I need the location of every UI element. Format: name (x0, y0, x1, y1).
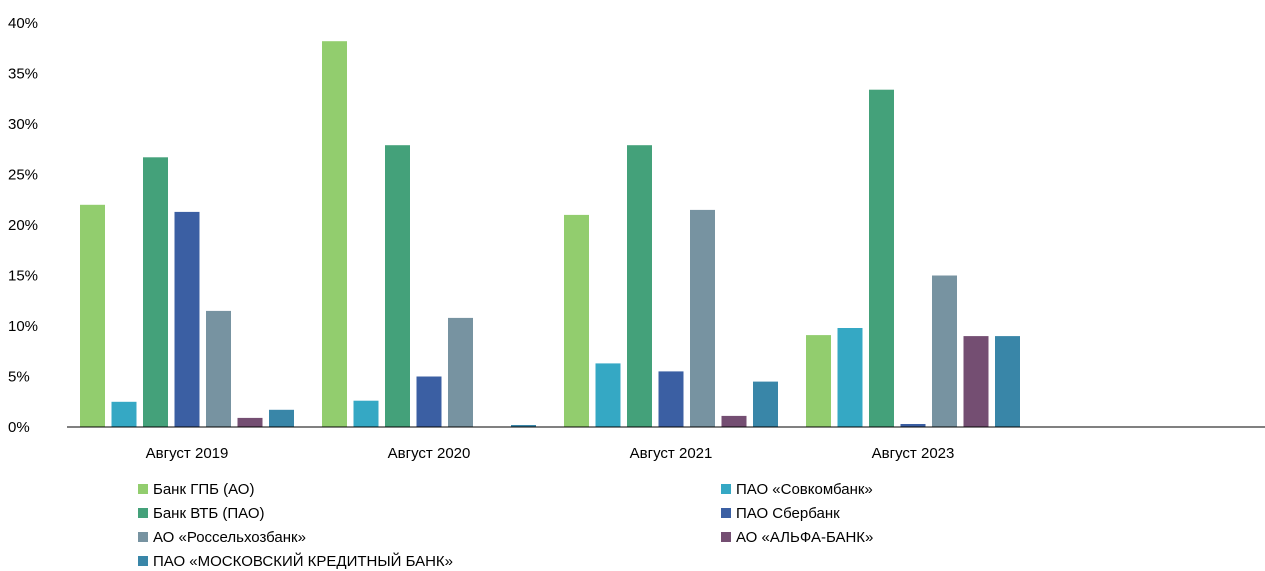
x-tick-label: Август 2019 (146, 445, 229, 462)
y-tick-label: 15% (8, 268, 38, 285)
bar (995, 336, 1020, 427)
bar (448, 317, 473, 427)
bar (385, 145, 410, 427)
legend-item: Банк ВТБ (ПАО) (138, 505, 265, 522)
bar (511, 425, 536, 427)
bar (595, 363, 621, 427)
legend-item: ПАО «МОСКОВСКИЙ КРЕДИТНЫЙ БАНК» (138, 552, 453, 570)
x-tick-label: Август 2020 (388, 445, 471, 462)
y-tick-label: 0% (8, 419, 30, 436)
legend: Банк ГПБ (АО) ПАО «Совкомбанк» Банк ВТБ (П… (138, 481, 873, 570)
legend-swatch (721, 508, 731, 518)
bar (900, 424, 926, 427)
y-tick-label: 10% (8, 318, 38, 335)
y-tick-label: 35% (8, 66, 38, 83)
bar (564, 214, 589, 427)
y-tick-label: 25% (8, 167, 38, 184)
y-tick-label: 30% (8, 116, 38, 133)
bar (80, 204, 105, 427)
bars (80, 41, 1020, 428)
legend-label: ПАО «МОСКОВСКИЙ КРЕДИТНЫЙ БАНК» (153, 552, 453, 570)
bar (322, 41, 347, 427)
legend-swatch (721, 532, 731, 542)
bar (658, 371, 684, 427)
bar (721, 415, 747, 427)
bar (237, 417, 263, 427)
bar (143, 157, 168, 428)
legend-item: АО «Россельхозбанк» (138, 529, 306, 546)
legend-label: Банк ВТБ (ПАО) (153, 505, 265, 522)
legend-item: ПАО Сбербанк (721, 505, 840, 522)
bar (753, 381, 778, 427)
legend-label: ПАО Сбербанк (736, 505, 840, 522)
bar (416, 376, 442, 427)
legend-label: АО «АЛЬФА-БАНК» (736, 529, 873, 546)
x-tick-label: Август 2021 (630, 445, 713, 462)
legend-swatch (138, 484, 148, 494)
y-tick-label: 40% (8, 15, 38, 32)
x-tick-label: Август 2023 (872, 445, 955, 462)
legend-label: Банк ГПБ (АО) (153, 481, 254, 498)
bar (869, 89, 894, 427)
y-axis-tick-labels: 0% 5% 10% 15% 20% 25% 30% 35% 40% (8, 15, 38, 436)
bar (174, 211, 200, 427)
legend-label: ПАО «Совкомбанк» (736, 481, 873, 498)
bar (837, 328, 863, 427)
legend-label: АО «Россельхозбанк» (153, 529, 306, 546)
bar (690, 209, 715, 427)
y-tick-label: 20% (8, 217, 38, 234)
bar (206, 310, 231, 427)
bar (932, 275, 957, 427)
legend-swatch (138, 556, 148, 566)
legend-swatch (138, 532, 148, 542)
bar (353, 400, 379, 427)
y-tick-label: 5% (8, 369, 30, 386)
legend-swatch (138, 508, 148, 518)
legend-swatch (721, 484, 731, 494)
bar (806, 335, 831, 427)
bar (963, 336, 989, 427)
legend-item: ПАО «Совкомбанк» (721, 481, 873, 498)
bar (269, 409, 294, 427)
legend-item: Банк ГПБ (АО) (138, 481, 254, 498)
legend-item: АО «АЛЬФА-БАНК» (721, 529, 873, 546)
bar (111, 401, 137, 428)
x-axis-tick-labels: Август 2019 Август 2020 Август 2021 Август … (146, 445, 955, 462)
bar (627, 145, 652, 427)
